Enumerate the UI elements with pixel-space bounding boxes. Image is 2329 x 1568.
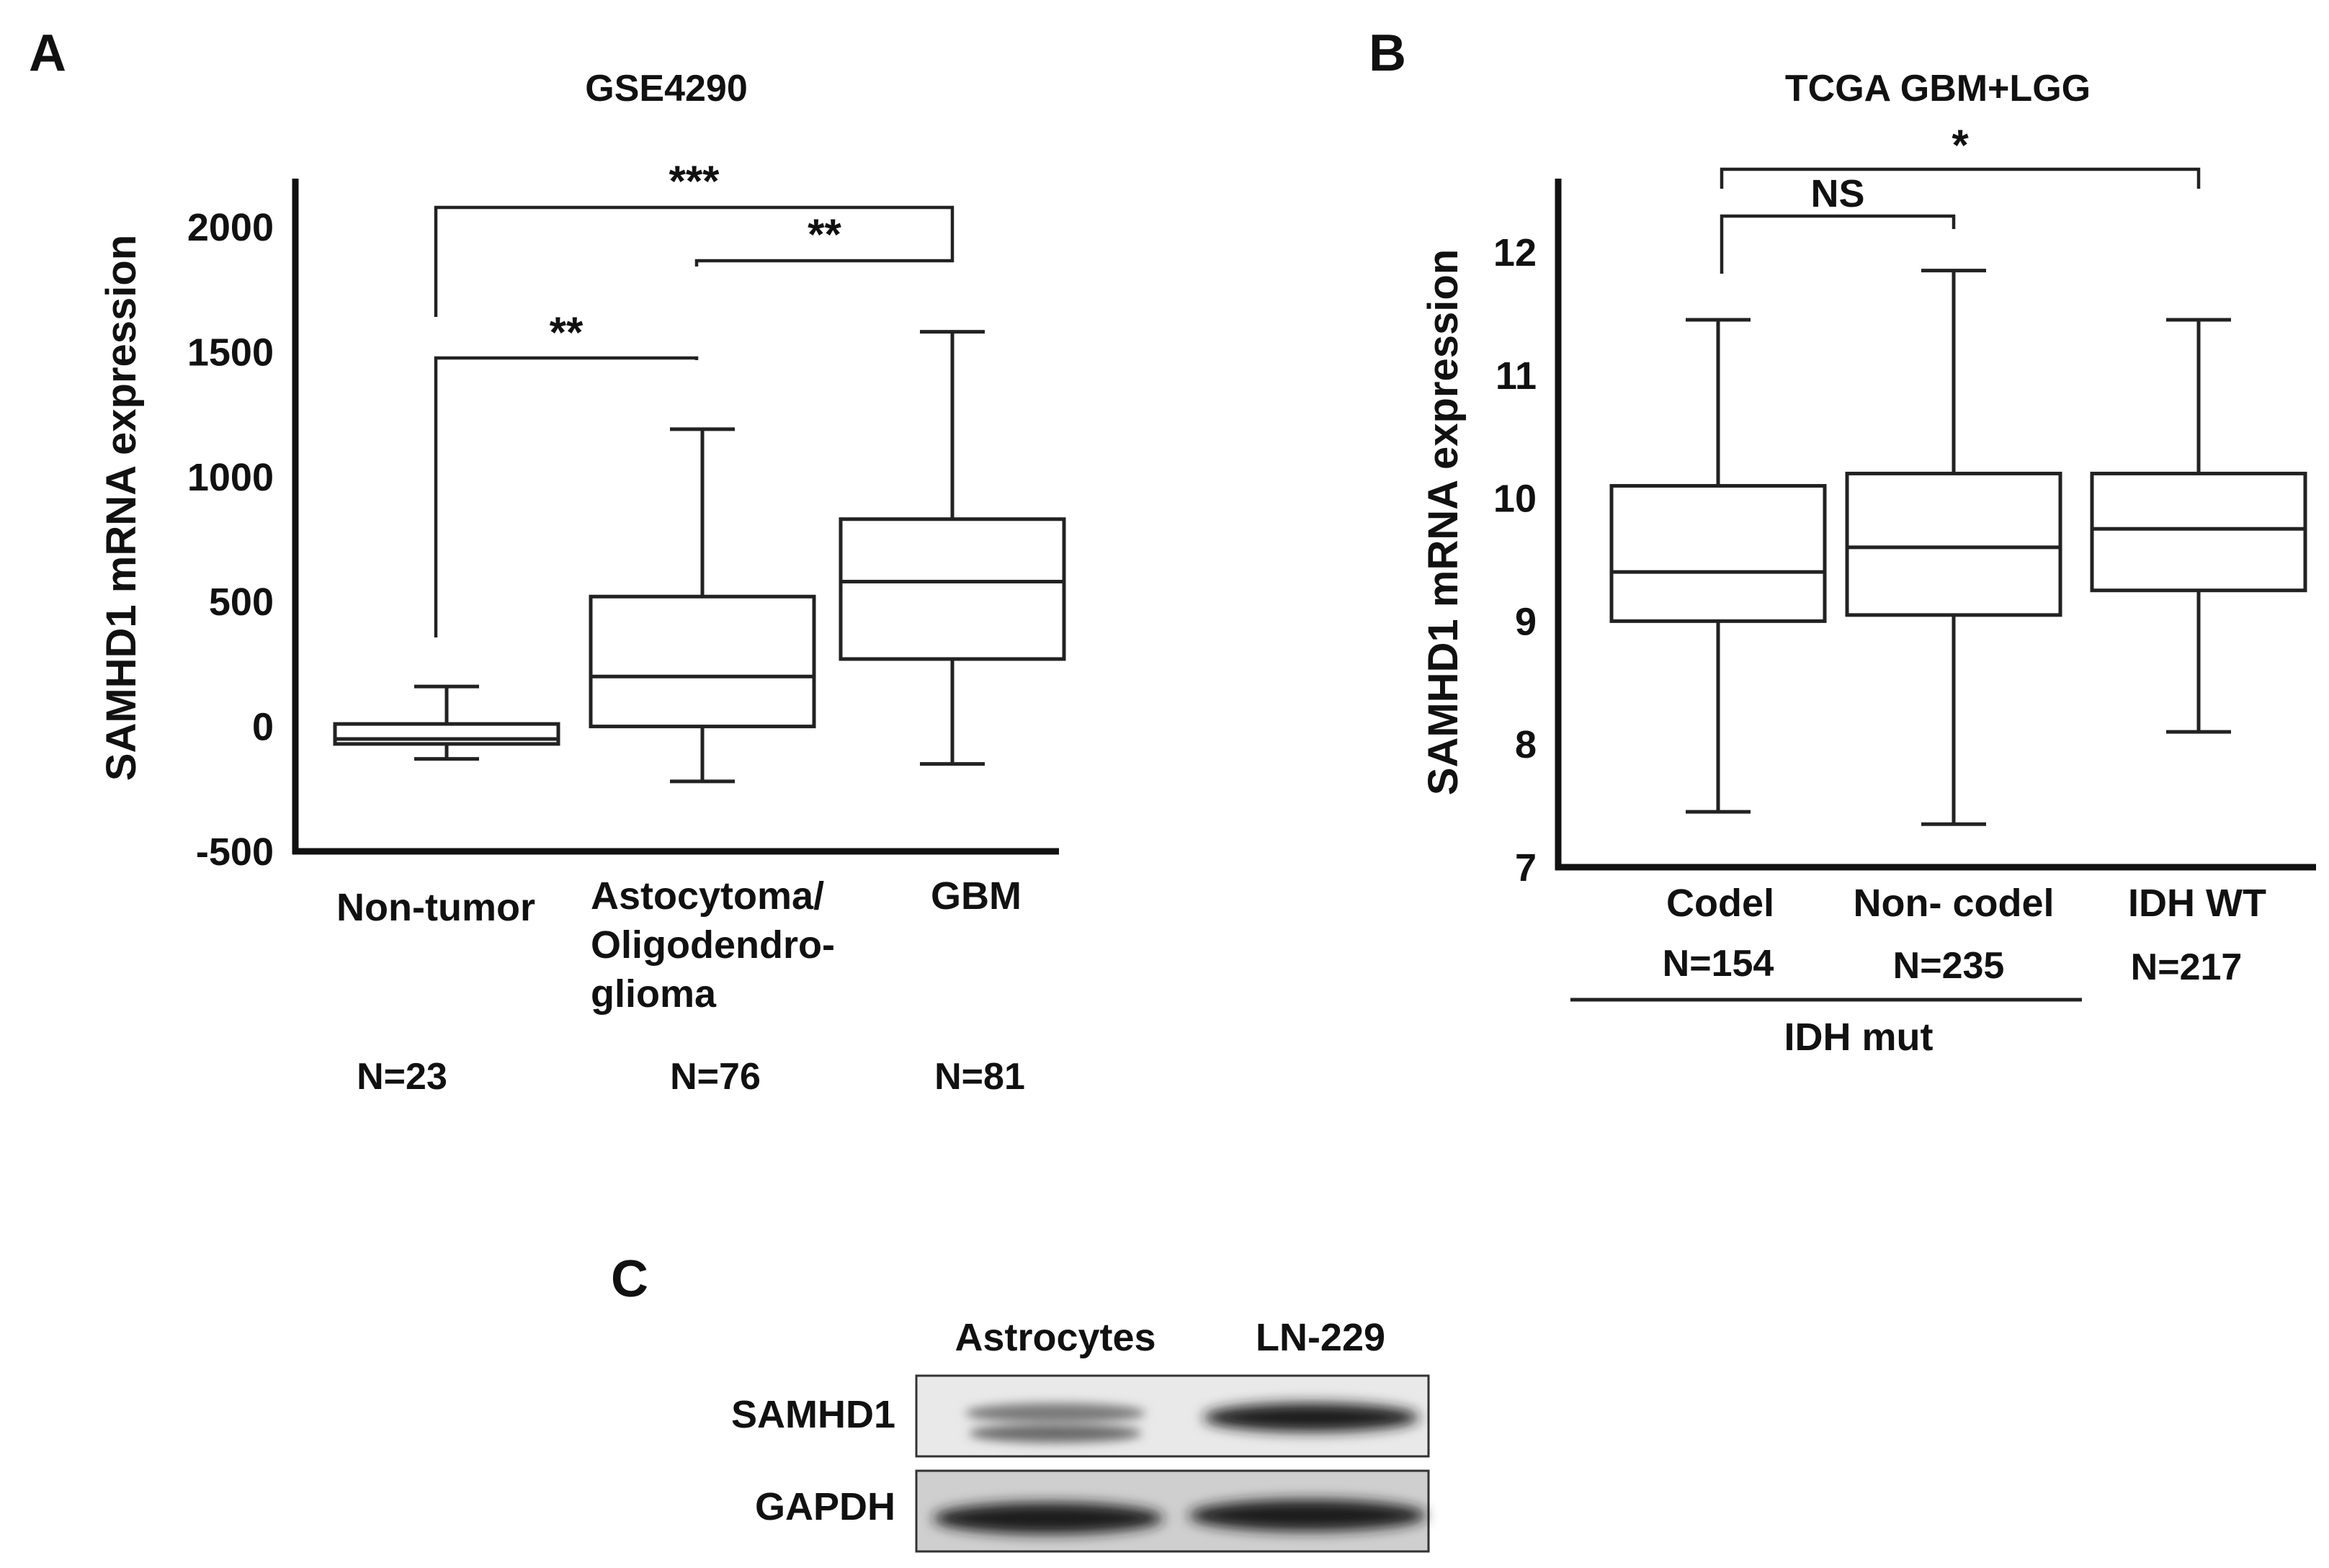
- band-samhd1-ln229: [1203, 1403, 1419, 1432]
- panel-a-y-axis-label: SAMHD1 mRNA expression: [98, 235, 145, 781]
- blot-gapdh-strip: [915, 1469, 1430, 1553]
- panel-b-n-label-codel: N=154: [1663, 943, 1774, 985]
- panel-c-letter: C: [611, 1250, 648, 1308]
- panel-a-y-tick-label: 0: [252, 706, 274, 749]
- panel-a-category-label: GBM: [931, 874, 1022, 918]
- panel-a-chart: A GSE4290 SAMHD1 mRNA expression 2000 150…: [29, 24, 1066, 1098]
- panel-b-y-axis-label: SAMHD1 mRNA expression: [1420, 249, 1467, 795]
- panel-a-y-tick-label: 1000: [187, 456, 274, 499]
- blot-samhd1-strip: [915, 1374, 1430, 1458]
- panel-b-category-label: IDH WT: [2128, 882, 2266, 925]
- panel-b-y-tick-label: 12: [1493, 231, 1537, 274]
- significance-label: **: [808, 210, 841, 259]
- iqr-box: [2090, 471, 2307, 593]
- iqr-box: [839, 517, 1066, 661]
- band-samhd1-astrocytes-upper: [965, 1403, 1145, 1423]
- significance-bracket: [434, 205, 955, 317]
- panel-a-category-label: Non-tumor: [336, 886, 535, 929]
- significance-label: ***: [669, 157, 720, 205]
- panel-a-title: GSE4290: [585, 68, 748, 109]
- blot-row-label-samhd1: SAMHD1: [731, 1393, 895, 1436]
- panel-b-n-label-noncodel: N=235: [1893, 945, 2005, 987]
- panel-a-category-label: Astocytoma/Oligodendro-glioma: [591, 874, 835, 1016]
- panel-b-letter: B: [1369, 24, 1406, 82]
- panel-a-n-label-nontumor: N=23: [357, 1056, 447, 1098]
- band-gapdh-ln229: [1189, 1500, 1426, 1531]
- panel-b-box-2: [2090, 318, 2307, 734]
- panel-b-y-tick-label: 10: [1493, 478, 1537, 521]
- band-gapdh-astrocytes: [933, 1502, 1163, 1534]
- significance-bracket: [1720, 214, 1956, 274]
- significance-label: **: [550, 308, 584, 357]
- panel-a-box-2: [839, 330, 1066, 766]
- panel-b-y-tick-label: 7: [1515, 846, 1537, 890]
- panel-c-western-blot: C Astrocytes LN-229 SAMHD1 GAPDH: [611, 1250, 1430, 1553]
- blot-column-label-astrocytes: Astrocytes: [955, 1316, 1155, 1359]
- panel-a-y-tick-label: 500: [209, 581, 274, 624]
- panel-b-y-tick-label: 8: [1515, 723, 1537, 766]
- panel-b-y-tick-label: 9: [1515, 600, 1537, 643]
- significance-bracket: [694, 209, 955, 266]
- iqr-box: [589, 594, 816, 729]
- panel-a-y-tick-label: 2000: [187, 206, 274, 249]
- panel-b-box-1: [1845, 269, 2062, 826]
- panel-b-category-label: Non- codel: [1854, 882, 2055, 925]
- panel-a-y-tick-label: -500: [196, 830, 274, 874]
- iqr-box: [1609, 484, 1827, 623]
- panel-a-n-label-gbm: N=81: [934, 1056, 1025, 1098]
- panel-a-box-1: [589, 427, 816, 784]
- panel-b-chart: B TCGA GBM+LGG SAMHD1 mRNA expression 12…: [1369, 24, 2316, 1059]
- panel-b-category-label: Codel: [1666, 882, 1774, 925]
- band-samhd1-astrocytes-lower: [969, 1424, 1142, 1443]
- panel-b-title: TCGA GBM+LGG: [1785, 68, 2091, 109]
- panel-a-y-tick-label: 1500: [187, 331, 274, 374]
- iqr-box: [333, 722, 560, 746]
- blot-column-label-ln229: LN-229: [1256, 1316, 1385, 1359]
- panel-a-letter: A: [29, 24, 66, 82]
- significance-bracket: [434, 356, 699, 637]
- significance-label: *: [1952, 121, 1969, 169]
- panel-a-box-0: [333, 684, 560, 761]
- blot-row-label-gapdh: GAPDH: [755, 1485, 895, 1528]
- significance-label: NS: [1810, 172, 1864, 215]
- panel-a-n-label-astrocytoma: N=76: [670, 1056, 761, 1098]
- significance-bracket: [1720, 167, 2201, 189]
- panel-b-y-tick-label: 11: [1496, 354, 1537, 398]
- panel-b-box-0: [1609, 318, 1827, 814]
- iqr-box: [1845, 471, 2062, 617]
- panel-b-n-label-idhwt: N=217: [2131, 946, 2243, 988]
- idh-mut-group-label: IDH mut: [1784, 1016, 1934, 1059]
